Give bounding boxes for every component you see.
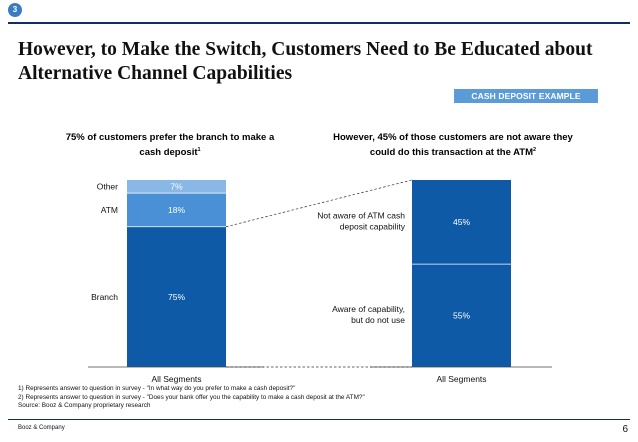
value-label-0-0: 75% (168, 292, 185, 302)
footnote-2: 2) Represents answer to question in surv… (18, 393, 365, 401)
left-subhead-text: 75% of customers prefer the branch to ma… (65, 132, 275, 158)
value-label-0-1: 18% (168, 205, 185, 215)
connector-top (225, 179, 413, 228)
category-label-1: All Segments (436, 374, 486, 384)
series-label-1-0: Aware of capability, but do not use (332, 304, 405, 325)
bar-segment-1-1 (412, 180, 511, 265)
value-label-1-1: 45% (453, 217, 470, 227)
footnote-1: 1) Represents answer to question in surv… (18, 385, 296, 392)
right-subhead-text: However, 45% of those customers are not … (333, 132, 573, 158)
value-label-0-2: 7% (170, 182, 183, 192)
section-badge: 3 (8, 3, 22, 17)
value-label-1-0: 55% (453, 311, 470, 321)
bar-segment-0-2 (127, 180, 226, 194)
left-subhead-footnote-ref: 1 (197, 147, 201, 153)
footnotes: 1) Represents answer to question in surv… (18, 385, 365, 411)
series-label-1-1: Not aware of ATM cash deposit capability (317, 211, 405, 232)
footer-rule (8, 419, 630, 420)
slide-title: However, to Make the Switch, Customers N… (18, 39, 593, 84)
series-label-0-1: ATM (101, 205, 118, 215)
header-rule (8, 22, 630, 24)
series-label-0-2: Other (97, 182, 118, 192)
bar-segment-0-0 (127, 226, 226, 367)
page-number: 6 (622, 424, 628, 435)
right-subhead-footnote-ref: 2 (533, 147, 537, 153)
series-label-0-0: Branch (91, 292, 118, 302)
left-chart-subhead: 75% of customers prefer the branch to ma… (60, 131, 280, 159)
bar-segment-1-0 (412, 264, 511, 367)
category-label-0: All Segments (151, 374, 201, 384)
company-name: Booz & Company (18, 425, 65, 431)
bar-segment-0-1 (127, 193, 226, 227)
footnote-source: Source: Booz & Company proprietary resea… (18, 402, 151, 409)
right-chart-subhead: However, 45% of those customers are not … (330, 131, 576, 159)
example-tag: CASH DEPOSIT EXAMPLE (454, 89, 598, 103)
